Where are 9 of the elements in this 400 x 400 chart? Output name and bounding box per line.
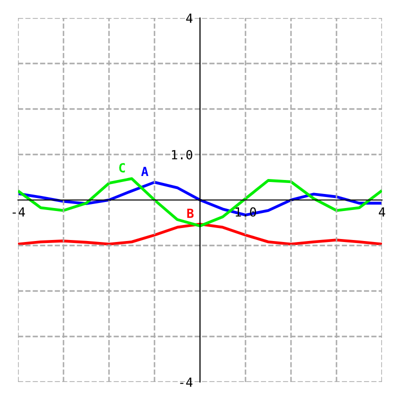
x-tick-label: 4: [378, 207, 386, 217]
series-label: B: [187, 208, 194, 218]
series-label: C: [119, 163, 125, 173]
y-tick-label: 1.0: [172, 150, 192, 160]
series-label: A: [141, 166, 148, 176]
line-series: [18, 222, 382, 246]
x-tick-label: -4: [12, 207, 25, 217]
y-tick-label: -4: [180, 378, 192, 387]
y-tick-label: 4: [186, 14, 192, 23]
